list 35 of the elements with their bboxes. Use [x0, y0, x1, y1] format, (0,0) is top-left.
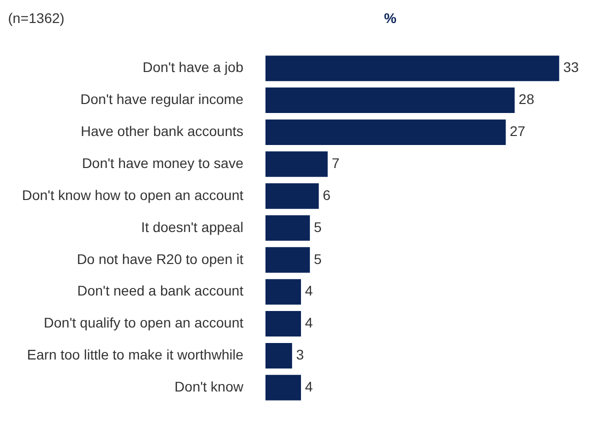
bar: [265, 374, 301, 400]
y-tick-label: Don't have money to save: [82, 155, 244, 172]
text: (n=1362): [8, 10, 64, 26]
y-tick-label: Earn too little to make it worthwhile: [27, 346, 244, 363]
y-tick-label: Have other bank accounts: [80, 123, 244, 140]
data-label: 4: [304, 282, 313, 299]
data-label: 6: [322, 186, 331, 203]
y-tick-label: Don't know how to open an account: [22, 186, 244, 203]
bar: [265, 56, 560, 82]
y-tick-label: Don't need a bank account: [77, 282, 244, 299]
bar: [265, 215, 310, 241]
bar: [265, 342, 292, 368]
bar: [265, 279, 301, 305]
y-tick-label: It doesn't appeal: [141, 218, 244, 235]
bar: [265, 119, 506, 145]
data-label: 27: [510, 123, 526, 140]
bar: [265, 88, 515, 114]
data-label: 3: [296, 346, 304, 363]
y-tick-label: Don't qualify to open an account: [44, 314, 244, 331]
data-label: 28: [518, 91, 534, 108]
bar: [265, 247, 310, 273]
data-label: 4: [304, 314, 313, 331]
bar: [265, 183, 319, 209]
data-label: 4: [304, 378, 313, 394]
data-label: 33: [563, 59, 579, 76]
data-label: 7: [332, 155, 340, 172]
y-tick-label: Don't know: [174, 378, 244, 394]
y-tick-label: Don't have regular income: [80, 91, 244, 108]
y-tick-label: Do not have R20 to open it: [76, 250, 244, 267]
x-axis-title: %: [384, 10, 396, 26]
bar: [265, 151, 328, 177]
data-label: 5: [314, 218, 322, 235]
data-label: 5: [314, 250, 322, 267]
bar: [265, 311, 301, 337]
y-tick-label: Don't have a job: [142, 59, 244, 76]
